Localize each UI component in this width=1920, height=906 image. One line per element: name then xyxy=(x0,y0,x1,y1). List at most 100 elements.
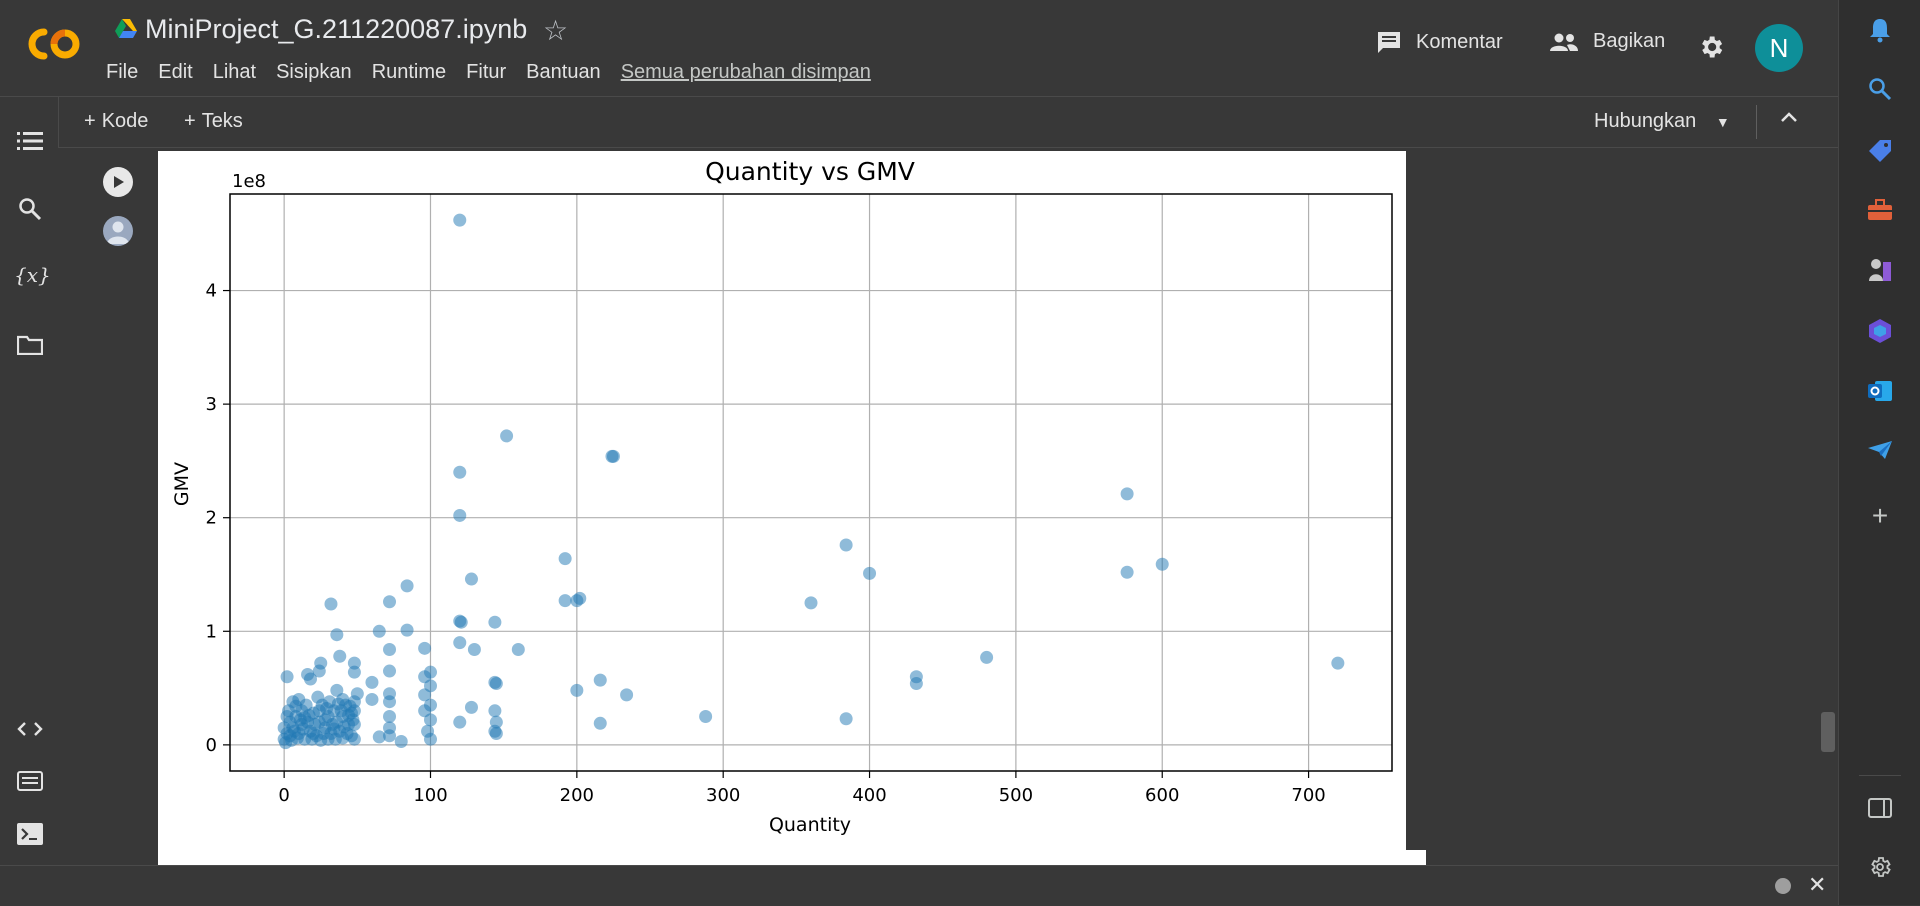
star-icon[interactable]: ☆ xyxy=(543,15,569,46)
scatter-point xyxy=(489,727,503,741)
x-ticks: 0 100 200 300 400 500 600 700 xyxy=(278,771,1326,806)
scatter-point xyxy=(489,677,503,691)
scatter-point xyxy=(298,711,312,725)
scatter-point xyxy=(511,642,525,656)
code-snippets-icon[interactable] xyxy=(17,719,43,744)
menu-runtime[interactable]: Runtime xyxy=(371,61,447,83)
run-cell-icon[interactable] xyxy=(103,167,133,197)
scatter-point xyxy=(324,597,338,611)
right-extension-rail: + xyxy=(1838,0,1920,905)
scatter-points xyxy=(277,213,1345,750)
colab-logo-icon[interactable] xyxy=(22,24,84,64)
scatter-point xyxy=(464,572,478,586)
menu-file[interactable]: File xyxy=(106,61,139,83)
menu-sisipkan[interactable]: Sisipkan xyxy=(276,61,352,83)
scrollbar-thumb[interactable] xyxy=(1821,712,1835,752)
x-tick-label: 100 xyxy=(413,785,447,806)
shopping-tag-icon[interactable] xyxy=(1862,133,1898,169)
scatter-point xyxy=(280,709,294,723)
y-ticks: 0 1 2 3 4 xyxy=(206,281,230,756)
folder-icon[interactable] xyxy=(16,335,44,360)
output-corner xyxy=(1406,850,1426,865)
scatter-point xyxy=(570,683,584,697)
scatter-point xyxy=(488,615,502,629)
menu-edit[interactable]: Edit xyxy=(158,61,193,83)
scatter-point xyxy=(593,716,607,730)
scatter-point xyxy=(344,729,358,743)
avatar[interactable]: N xyxy=(1755,24,1803,72)
scatter-point xyxy=(333,649,347,663)
scatter-point xyxy=(303,672,317,686)
scatter-point xyxy=(289,699,303,713)
share-button[interactable]: Bagikan xyxy=(1549,30,1665,53)
plus-icon: + xyxy=(184,110,196,132)
scatter-point xyxy=(500,429,514,443)
close-icon[interactable]: ✕ xyxy=(1808,872,1827,897)
cell-output: Quantity vs GMV 1e8 0 100 200 300 400 500 600 7… xyxy=(158,151,1406,865)
notebook-toolbar: + Kode + Teks Hubungkan ▼ xyxy=(58,97,1838,148)
scatter-point xyxy=(318,713,332,727)
toolbar-divider xyxy=(1756,105,1757,139)
send-paper-plane-icon[interactable] xyxy=(1862,432,1898,468)
y-axis-label: GMV xyxy=(171,462,193,506)
scatter-point xyxy=(365,692,379,706)
comment-button[interactable]: Komentar xyxy=(1376,30,1503,54)
x-tick-label: 600 xyxy=(1145,785,1179,806)
variables-icon[interactable]: {𝑥} xyxy=(14,263,51,287)
menu-bantuan[interactable]: Bantuan xyxy=(526,61,601,83)
copilot-icon[interactable] xyxy=(1862,313,1898,349)
plus-icon: + xyxy=(84,110,96,132)
save-status-link[interactable]: Semua perubahan disimpan xyxy=(620,61,871,83)
terminal-icon[interactable] xyxy=(17,823,43,850)
scatter-point xyxy=(383,695,397,709)
scatter-point xyxy=(593,673,607,687)
scatter-point xyxy=(400,623,414,637)
sidebar-toggle-icon[interactable] xyxy=(1862,790,1898,826)
scatter-point xyxy=(347,665,361,679)
settings-gear-icon[interactable] xyxy=(1697,33,1725,66)
scatter-point xyxy=(488,704,502,718)
collapse-chevron-up-icon[interactable] xyxy=(1778,107,1800,135)
left-sidebar: {𝑥} xyxy=(0,97,59,865)
menu-lihat[interactable]: Lihat xyxy=(212,61,257,83)
scatter-point xyxy=(453,636,467,650)
y-offset-label: 1e8 xyxy=(232,171,266,192)
toolbox-icon[interactable] xyxy=(1862,192,1898,228)
scatter-point xyxy=(337,720,351,734)
add-text-button[interactable]: + Teks xyxy=(184,110,243,132)
notebook-title[interactable]: MiniProject_G.211220087.ipynb xyxy=(145,14,528,44)
y-tick-label: 0 xyxy=(206,735,217,756)
scatter-point xyxy=(311,690,325,704)
scatter-point xyxy=(283,729,297,743)
search-icon[interactable] xyxy=(18,197,42,226)
scatter-point xyxy=(464,700,478,714)
add-extension-plus-icon[interactable]: + xyxy=(1871,500,1889,531)
connect-button[interactable]: Hubungkan ▼ xyxy=(1594,110,1730,132)
search-icon[interactable] xyxy=(1862,71,1898,107)
scatter-point xyxy=(1331,656,1345,670)
x-axis-label: Quantity xyxy=(769,814,851,836)
chess-games-icon[interactable] xyxy=(1862,252,1898,288)
rail-divider xyxy=(1859,775,1901,776)
scatter-point xyxy=(699,709,713,723)
scatter-point xyxy=(423,732,437,746)
notifications-bell-icon[interactable] xyxy=(1862,12,1898,48)
outlook-icon[interactable] xyxy=(1862,373,1898,409)
table-of-contents-icon[interactable] xyxy=(17,130,43,157)
add-code-button[interactable]: + Kode xyxy=(84,110,149,132)
scatter-point xyxy=(383,642,397,656)
x-tick-label: 300 xyxy=(706,785,740,806)
plot-frame xyxy=(229,193,1393,772)
scatter-point xyxy=(321,732,335,746)
scatter-point xyxy=(383,664,397,678)
scatter-point xyxy=(383,709,397,723)
settings-gear-icon[interactable] xyxy=(1862,849,1898,885)
scatter-point xyxy=(331,697,345,711)
x-tick-label: 400 xyxy=(852,785,886,806)
command-palette-icon[interactable] xyxy=(17,771,43,796)
scatter-point xyxy=(804,596,818,610)
menu-fitur[interactable]: Fitur xyxy=(466,61,507,83)
scatter-point xyxy=(453,715,467,729)
scatter-point xyxy=(863,566,877,580)
scatter-point xyxy=(1120,487,1134,501)
